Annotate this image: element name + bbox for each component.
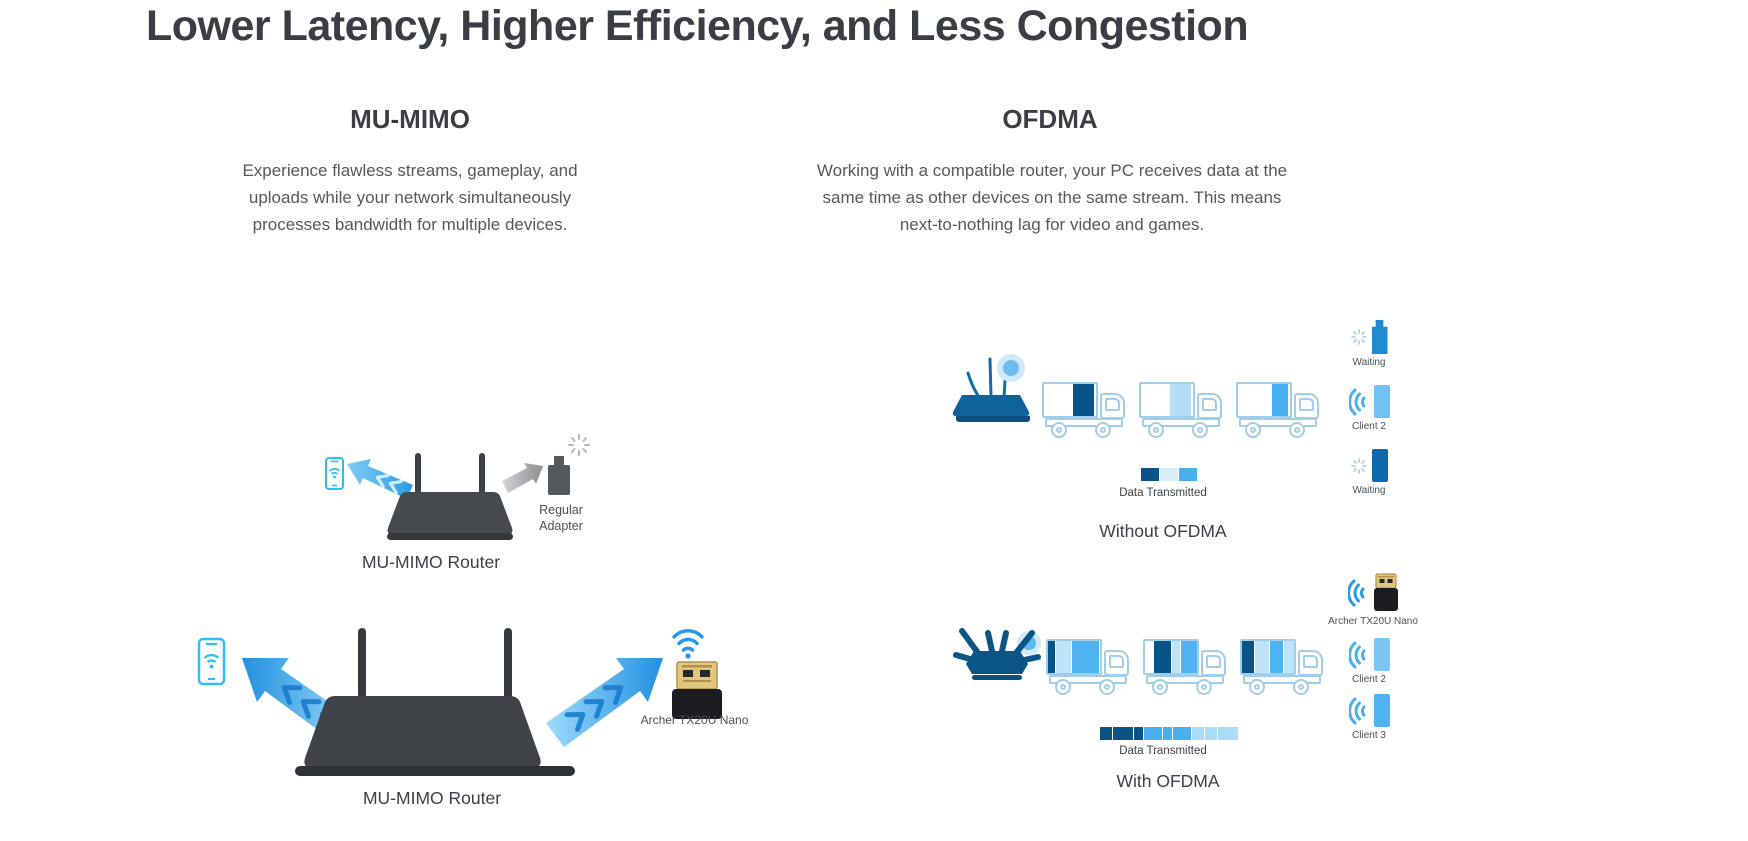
client-2: Client 2 [1333,385,1405,432]
mu-mimo-top-caption: MU-MIMO Router [361,552,501,572]
page-title: Lower Latency, Higher Efficiency, and Le… [146,2,1249,50]
client-device [1373,385,1390,418]
truck-icon [1139,380,1223,438]
waiting-spinner-icon [1350,457,1367,474]
archer-tx20u-nano-icon [672,661,722,719]
mu-mimo-heading: MU-MIMO [350,104,470,134]
client-waiting-1: Waiting [1333,320,1405,368]
client-device [1373,694,1390,727]
truck-cargo [1143,639,1199,675]
mu-mimo-stream-right-arrow-icon [546,658,663,747]
with-ofdma-caption: With OFDMA [1116,771,1220,791]
mu-mimo-bottom-diagram [197,628,722,776]
regular-adapter-label: Regular Adapter [539,503,583,533]
truck-cargo [1139,382,1195,418]
ofdma-description: Working with a compatible router, your P… [816,161,1288,234]
truck-cargo [1236,382,1292,418]
without-ofdma-caption: Without OFDMA [1099,521,1227,541]
regular-adapter-icon [548,456,570,495]
archer-tx20u-nano-icon [1373,573,1398,611]
data-transmitted-label: Data Transmitted [1119,487,1207,499]
wifi-waves-icon [1348,697,1365,724]
truck-icon [1240,637,1324,695]
phone-icon [325,457,344,490]
client-device [1371,449,1388,482]
truck-icon [1046,637,1130,695]
data-transmitted-bar [1141,468,1197,481]
router-icon [387,453,513,540]
downlink-arrow-icon [347,459,413,499]
client-2: Client 2 [1333,638,1405,685]
wifi-signal-icon [672,629,704,659]
phone-icon [197,637,226,686]
archer-adapter-label: Archer TX20U Nano [640,713,749,727]
truck-cargo [1042,382,1098,418]
client-device [1373,638,1390,671]
wifi-waves-icon [1348,641,1365,668]
truck-cargo [1046,639,1102,675]
data-transmitted-bar [1100,727,1238,740]
mu-mimo-router-icon [295,628,575,776]
wifi-waves-icon [1348,388,1365,415]
truck-icon [1143,637,1227,695]
mu-mimo-bottom-caption: MU-MIMO Router [362,788,502,808]
data-transmitted-label: Data Transmitted [1119,745,1207,757]
truck-icon [1236,380,1320,438]
mu-mimo-top-diagram [325,434,590,540]
mu-mimo-description: Experience flawless streams, gameplay, a… [242,161,578,234]
client-waiting-2: Waiting [1333,449,1405,496]
client-3: Client 3 [1333,694,1405,741]
truck-cargo [1240,639,1296,675]
wifi-waves-icon [1347,579,1364,607]
waiting-spinner-icon [568,434,590,456]
without-ofdma-router-icon [952,354,1030,422]
waiting-spinner-icon [1350,329,1367,345]
truck-icon [1042,380,1126,438]
with-ofdma-router-icon [953,628,1041,680]
weak-link-arrow-icon [502,463,543,493]
client-archer: Archer TX20U Nano [1317,573,1429,627]
client-device [1371,320,1388,354]
ofdma-heading: OFDMA [1002,104,1098,134]
